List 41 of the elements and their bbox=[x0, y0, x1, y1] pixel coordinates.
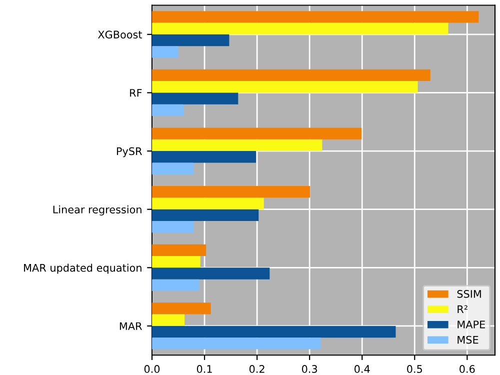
legend-label: SSIM bbox=[457, 290, 481, 298]
bar bbox=[152, 338, 321, 350]
bar bbox=[152, 22, 448, 34]
bar bbox=[152, 209, 259, 222]
bar bbox=[152, 198, 264, 210]
x-tick-label: 0.6 bbox=[460, 365, 475, 373]
x-tick-label: 0.1 bbox=[196, 365, 212, 373]
bar bbox=[152, 92, 238, 104]
bar bbox=[152, 11, 479, 23]
y-tick-label: PySR bbox=[117, 147, 142, 158]
y-tick-label: XGBoost bbox=[98, 30, 142, 39]
x-tick-label: 0.4 bbox=[354, 365, 370, 373]
x-tick-label: 0.2 bbox=[249, 365, 264, 373]
legend-label: MAPE bbox=[458, 320, 485, 328]
y-tick-label: MAR bbox=[120, 322, 142, 330]
bar bbox=[152, 244, 206, 256]
bar bbox=[152, 104, 184, 116]
bar bbox=[152, 221, 194, 233]
y-tick-label: RF bbox=[130, 89, 142, 97]
bar bbox=[152, 279, 200, 291]
x-tick-label: 0.5 bbox=[407, 365, 422, 373]
bar bbox=[152, 46, 178, 58]
legend-label: R² bbox=[458, 305, 468, 314]
x-tick-label: 0.3 bbox=[302, 365, 318, 373]
bar bbox=[152, 326, 396, 338]
x-tick-label: 0.0 bbox=[144, 365, 160, 373]
legend-label: MSE bbox=[458, 336, 478, 344]
bar bbox=[152, 302, 211, 314]
bar bbox=[152, 139, 322, 152]
bar bbox=[152, 162, 194, 174]
bar bbox=[152, 128, 362, 140]
bar bbox=[152, 81, 418, 93]
bar bbox=[152, 268, 270, 280]
y-tick-label: MAR updated equation bbox=[24, 264, 142, 274]
bar bbox=[152, 314, 185, 326]
bar bbox=[152, 34, 230, 46]
bar bbox=[152, 186, 310, 198]
bar bbox=[152, 151, 256, 163]
y-tick-label: Linear regression bbox=[53, 205, 142, 216]
bar bbox=[152, 69, 430, 82]
bar bbox=[152, 256, 200, 268]
